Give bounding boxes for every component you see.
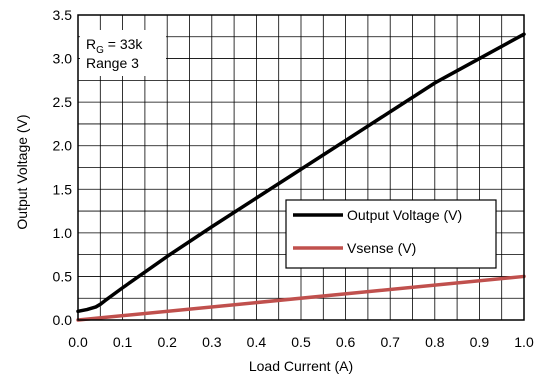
x-tick-label: 0.2 (157, 334, 177, 350)
x-tick-label: 1.0 (514, 334, 534, 350)
x-tick-label: 0.4 (247, 334, 267, 350)
legend: Output Voltage (V) Vsense (V) (285, 199, 497, 269)
legend-label-vsense: Vsense (V) (347, 240, 416, 256)
x-tick-label: 0.3 (202, 334, 222, 350)
y-tick-labels: 0.0 0.5 1.0 1.5 2.0 2.5 3.0 3.5 (53, 7, 73, 328)
series-lines (76, 32, 526, 322)
y-tick-label: 3.0 (53, 51, 73, 67)
x-tick-label: 0.0 (68, 334, 88, 350)
y-tick-label: 3.5 (53, 7, 73, 23)
y-tick-label: 2.5 (53, 94, 73, 110)
x-tick-label: 0.8 (425, 334, 445, 350)
annotation-line1: RG = 33k (86, 36, 143, 56)
y-tick-label: 1.5 (53, 181, 73, 197)
x-tick-label: 0.9 (470, 334, 490, 350)
series-line-vsense (76, 274, 526, 322)
x-tick-labels: 0.0 0.1 0.2 0.3 0.4 0.5 0.6 0.7 0.8 0.9 1.0 (68, 334, 534, 350)
x-axis-title: Load Current (A) (249, 358, 353, 374)
x-tick-label: 0.6 (336, 334, 356, 350)
x-tick-label: 0.5 (291, 334, 311, 350)
annotation-line2: Range 3 (86, 55, 139, 71)
y-tick-label: 0.5 (53, 268, 73, 284)
y-axis-title: Output Voltage (V) (14, 114, 30, 229)
series-line-output-voltage (76, 32, 526, 314)
annotation-box (80, 30, 166, 76)
legend-label-output-voltage: Output Voltage (V) (347, 207, 462, 223)
x-tick-label: 0.1 (113, 334, 133, 350)
y-tick-label: 0.0 (53, 312, 73, 328)
y-tick-label: 2.0 (53, 138, 73, 154)
plot-frame (77, 14, 525, 321)
annotation: RG = 33k Range 3 (80, 30, 166, 76)
legend-box (285, 199, 497, 269)
y-tick-label: 1.0 (53, 225, 73, 241)
x-tick-label: 0.7 (380, 334, 400, 350)
